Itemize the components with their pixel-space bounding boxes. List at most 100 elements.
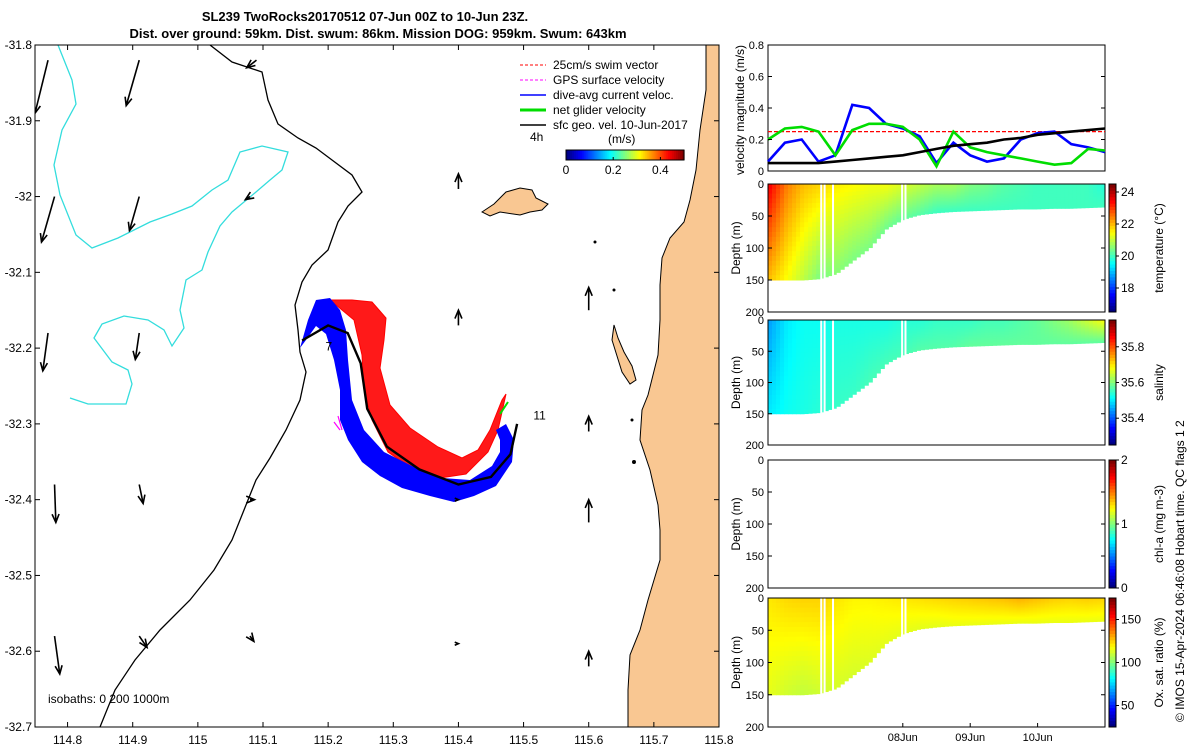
oxygen-section-cell	[836, 602, 841, 608]
salinity-section-cell	[948, 344, 954, 347]
temperature-section-cell	[1076, 187, 1082, 190]
oxygen-section-cell	[860, 654, 865, 659]
oxygen-section-cell	[788, 685, 793, 691]
salinity-section-cell	[1068, 327, 1074, 329]
salinity-section-cell	[864, 378, 869, 383]
salinity-section-cell	[844, 352, 849, 357]
salinity-section-cell	[936, 331, 942, 334]
temperature-section-cell	[856, 227, 861, 232]
salinity-section-cell	[944, 335, 950, 337]
salinity-section-cell	[1020, 338, 1026, 340]
temperature-section-cell	[908, 187, 913, 190]
temperature-section-cell	[1064, 186, 1070, 189]
salinity-section-cell	[996, 332, 1002, 335]
oxygen-section-cell	[924, 605, 929, 608]
temperature-section-cell	[796, 236, 801, 243]
temperature-section-cell	[1000, 196, 1006, 199]
salinity-section-cell	[804, 394, 809, 401]
oxygen-section-cell	[880, 645, 885, 649]
temperature-section-cell	[1048, 207, 1054, 209]
temperature-section-cell	[1084, 201, 1090, 204]
oxygen-section-cell	[788, 636, 793, 643]
oxygen-section-cell	[904, 623, 909, 627]
temperature-section-cell	[876, 184, 881, 188]
salinity-section-cell	[1020, 324, 1026, 327]
temperature-section-cell	[1068, 207, 1074, 209]
salinity-section-cell	[956, 332, 962, 334]
temperature-section-cell	[1060, 185, 1066, 187]
salinity-section-cell	[904, 330, 909, 333]
temperature-section-cell	[932, 186, 937, 189]
map-colorbar-cell	[593, 150, 597, 160]
salinity-section-cell	[948, 325, 954, 328]
salinity-section-cell	[816, 347, 821, 353]
oxygen-section-cell	[820, 659, 825, 665]
salinity-section-cell	[980, 336, 986, 339]
temperature-section-cell	[968, 189, 974, 192]
oxygen-section-cell	[828, 676, 833, 682]
oxygen-section-cell	[964, 622, 970, 625]
temperature-section-cell	[1060, 193, 1066, 196]
salinity-section-colorbar-tick-label: 35.8	[1121, 340, 1145, 354]
map-colorbar-tick-label: 0.4	[652, 163, 669, 177]
temperature-section-cell	[988, 197, 994, 199]
temperature-section-cell	[824, 244, 829, 250]
temperature-section-cell	[1092, 202, 1098, 205]
temperature-section-cell	[904, 190, 909, 194]
oxygen-section-cell	[952, 598, 958, 600]
oxygen-section-cell	[828, 634, 833, 641]
salinity-section-cell	[912, 330, 917, 334]
salinity-section-cell	[868, 326, 873, 330]
temperature-section-cell	[928, 200, 933, 203]
oxygen-section-cell	[788, 617, 793, 623]
map-colorbar-cell	[587, 150, 591, 160]
salinity-section-cell	[932, 345, 937, 348]
salinity-section-cell	[796, 390, 801, 396]
oxygen-section-cell	[840, 615, 845, 620]
salinity-section-cell	[1084, 333, 1090, 336]
oxygen-section-cell	[960, 624, 966, 626]
temperature-section-cell	[796, 222, 801, 228]
temperature-section-colorbar-cell	[1109, 187, 1116, 191]
geo-vector	[125, 59, 140, 106]
oxygen-section-cell	[972, 603, 978, 606]
salinity-section-cell	[1064, 329, 1070, 332]
salinity-section-cell	[868, 378, 873, 383]
temperature-section-cell	[1096, 189, 1102, 192]
oxygen-section-cell	[796, 598, 801, 604]
temperature-section-cell	[948, 184, 954, 186]
oxygen-section-cell	[816, 631, 821, 637]
temperature-section-cell	[988, 198, 994, 201]
temperature-section-cell	[776, 227, 781, 233]
rottnest-island	[481, 187, 549, 217]
salinity-section-cell	[1036, 330, 1042, 333]
oxygen-section-cell	[896, 605, 901, 609]
velocity-series-dive-avg-current	[767, 103, 1106, 166]
temperature-section-cell	[992, 195, 998, 198]
temperature-section-cell	[824, 193, 829, 199]
temperature-section-cell	[828, 216, 833, 222]
temperature-section-cell	[848, 187, 853, 193]
temperature-section-cell	[768, 260, 773, 267]
temperature-section-cell	[828, 220, 833, 226]
temperature-section-cell	[788, 217, 793, 223]
temperature-section-cell	[1048, 196, 1054, 198]
salinity-section-cell	[980, 325, 986, 327]
temperature-section-cell	[1092, 187, 1098, 190]
chla-section-colorbar-cell	[1109, 578, 1116, 583]
temperature-section-cell	[844, 188, 849, 193]
temperature-section-cell	[860, 232, 865, 237]
oxygen-section-cell	[784, 660, 789, 667]
salinity-section-cell	[1004, 338, 1010, 341]
salinity-section-cell	[804, 357, 809, 363]
temperature-section-cell	[1076, 199, 1082, 202]
temperature-section-cell	[948, 202, 954, 204]
temperature-section-cell	[932, 202, 937, 205]
salinity-section-cell	[1028, 340, 1034, 343]
salinity-section-cell	[920, 336, 925, 339]
oxygen-section-cell	[788, 670, 793, 676]
salinity-section-cell	[796, 371, 801, 377]
chla-section-bg	[768, 460, 1105, 588]
temperature-section-cell	[840, 201, 845, 206]
temperature-section-cell	[808, 207, 813, 214]
